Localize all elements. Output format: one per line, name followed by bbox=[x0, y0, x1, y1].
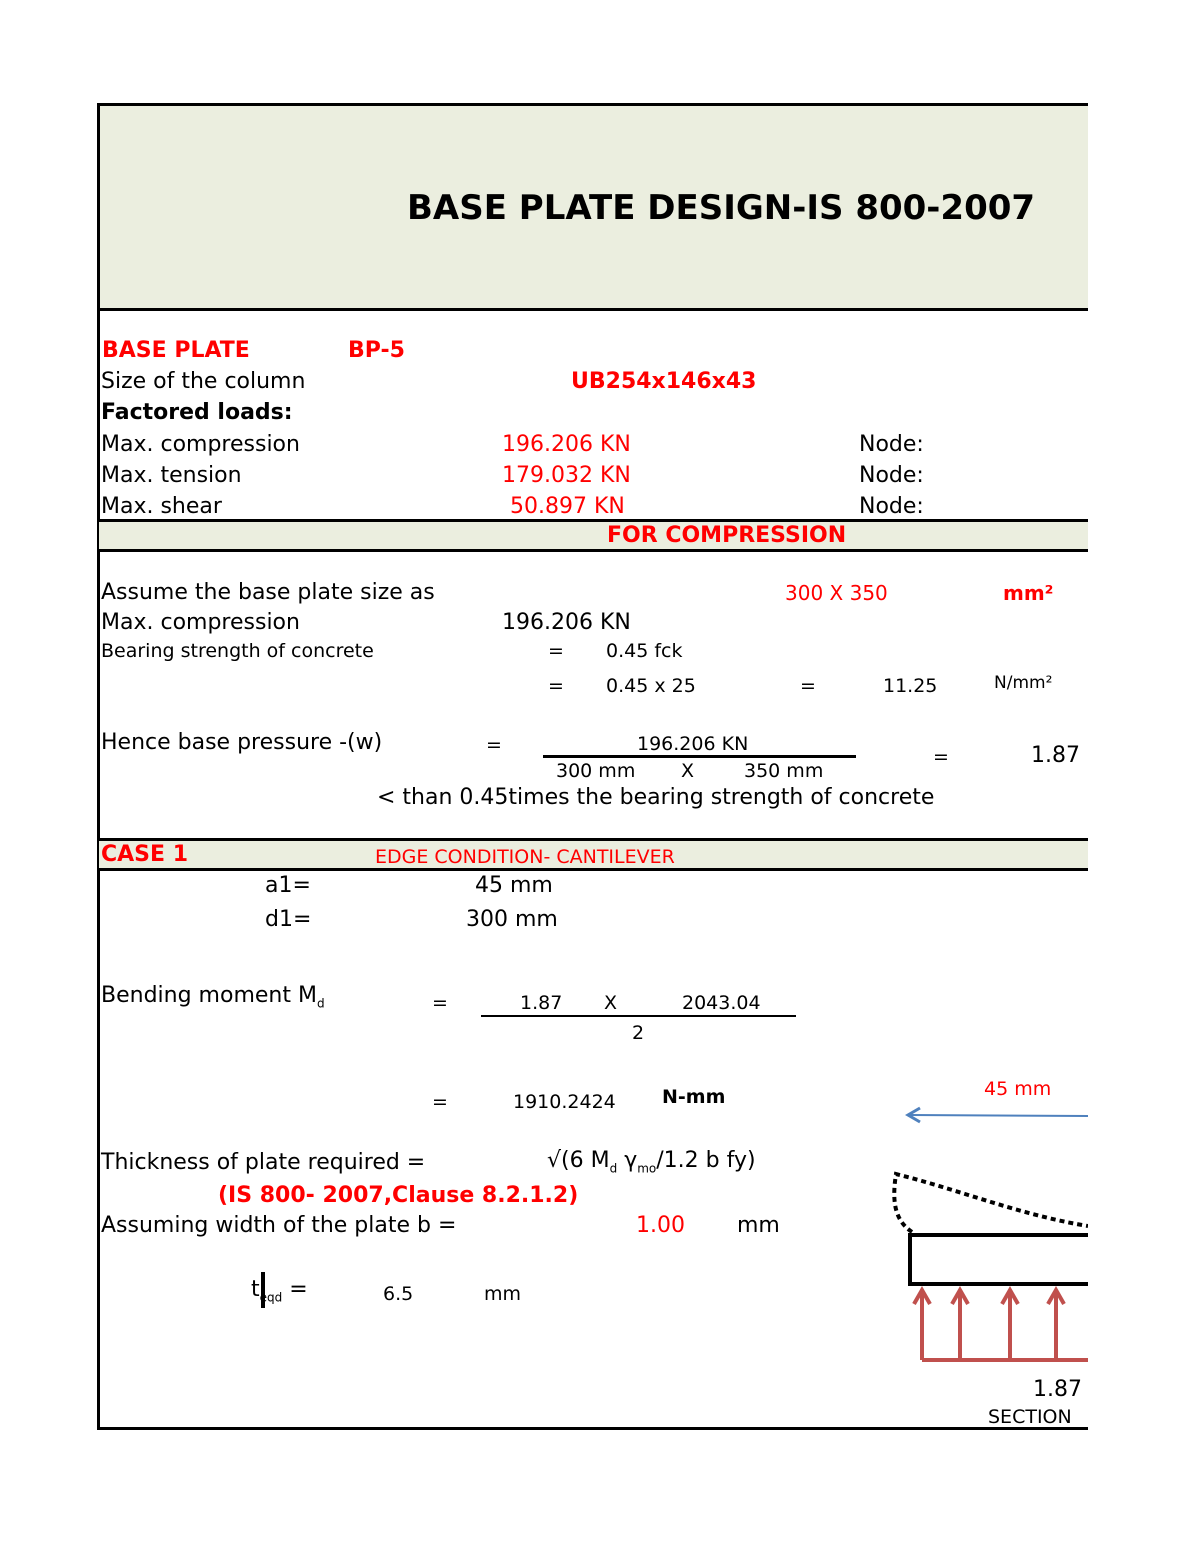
formula-part: √(6 M bbox=[547, 1148, 610, 1173]
assume-label: Assume the base plate size as bbox=[101, 580, 435, 605]
thk-label: Thickness of plate required = bbox=[101, 1150, 426, 1175]
pressure-den-a: 300 mm bbox=[556, 760, 636, 782]
load-value: 196.206 KN bbox=[502, 432, 631, 457]
equals: = bbox=[548, 640, 564, 662]
treq-sub: eqd bbox=[259, 1290, 283, 1305]
d1-value: 300 mm bbox=[466, 907, 558, 932]
divider bbox=[97, 308, 1088, 311]
treq-t: t bbox=[251, 1277, 260, 1302]
title-band bbox=[99, 105, 1088, 309]
a1-label: a1= bbox=[265, 873, 311, 898]
column-value: UB254x146x43 bbox=[571, 369, 757, 394]
divider bbox=[97, 838, 1088, 841]
load-label: Max. tension bbox=[101, 463, 242, 488]
clause-ref: (IS 800- 2007,Clause 8.2.1.2) bbox=[218, 1183, 579, 1208]
deflected-shape bbox=[892, 1171, 1088, 1234]
column-label: Size of the column bbox=[101, 369, 306, 394]
bearing-unit: N/mm² bbox=[994, 673, 1053, 693]
border-top bbox=[97, 103, 1088, 106]
bm-x: X bbox=[604, 992, 618, 1014]
load-value: 50.897 KN bbox=[510, 494, 625, 519]
load-node: Node: bbox=[859, 463, 924, 488]
divider bbox=[97, 868, 1088, 871]
equals: = bbox=[548, 675, 564, 697]
treq-eq: = bbox=[289, 1277, 308, 1302]
pressure-label: Hence base pressure -(w) bbox=[101, 730, 383, 755]
base-plate-id: BP-5 bbox=[348, 338, 405, 363]
page-title: BASE PLATE DESIGN-IS 800-2007 bbox=[407, 188, 1036, 228]
case-band bbox=[99, 841, 1088, 869]
a1-value: 45 mm bbox=[475, 873, 553, 898]
pressure-den-x: X bbox=[681, 760, 695, 782]
dimension-arrow bbox=[905, 1106, 1088, 1124]
pressure-numerator: 196.206 KN bbox=[637, 733, 749, 755]
bm-unit: N-mm bbox=[662, 1086, 726, 1108]
assume-unit: mm² bbox=[1003, 581, 1054, 605]
load-node: Node: bbox=[859, 494, 924, 519]
border-left bbox=[97, 103, 100, 1430]
load-node: Node: bbox=[859, 432, 924, 457]
bm-value: 1910.2424 bbox=[513, 1091, 616, 1113]
section-diagram bbox=[892, 1106, 1088, 1362]
equals: = bbox=[486, 734, 502, 756]
diagram-pressure: 1.87 bbox=[1033, 1377, 1082, 1402]
case-label: CASE 1 bbox=[101, 842, 189, 867]
compression-heading: FOR COMPRESSION bbox=[607, 523, 847, 548]
maxc-value: 196.206 KN bbox=[502, 610, 631, 635]
border-bottom bbox=[97, 1427, 1088, 1430]
bearing-calc: 0.45 x 25 bbox=[606, 675, 696, 697]
bearing-label: Bearing strength of concrete bbox=[101, 640, 374, 662]
dim-label: 45 mm bbox=[984, 1078, 1052, 1100]
formula-sub: d bbox=[609, 1161, 618, 1176]
pressure-note: < than 0.45times the bearing strength of… bbox=[377, 785, 935, 810]
treq-label: teqd = bbox=[251, 1277, 308, 1310]
base-plate-label: BASE PLATE bbox=[102, 338, 250, 363]
formula-part: γ bbox=[617, 1148, 638, 1173]
bm-sub: d bbox=[316, 996, 325, 1011]
pressure-den-b: 350 mm bbox=[744, 760, 824, 782]
treq-value: 6.5 bbox=[383, 1283, 414, 1305]
divider bbox=[97, 519, 1088, 522]
bearing-value: 11.25 bbox=[883, 675, 938, 697]
formula-sub: mo bbox=[637, 1161, 657, 1176]
load-value: 179.032 KN bbox=[502, 463, 631, 488]
case-condition: EDGE CONDITION- CANTILEVER bbox=[375, 846, 675, 868]
factored-loads-heading: Factored loads: bbox=[101, 400, 293, 425]
pressure-arrows bbox=[912, 1285, 1088, 1362]
d1-label: d1= bbox=[265, 907, 312, 932]
equals: = bbox=[800, 675, 816, 697]
equals: = bbox=[432, 992, 448, 1014]
width-label: Assuming width of the plate b = bbox=[101, 1213, 457, 1238]
equals: = bbox=[933, 746, 949, 768]
pressure-value: 1.87 bbox=[1031, 743, 1080, 768]
compression-band bbox=[99, 522, 1088, 549]
formula-part: /1.2 b fy) bbox=[656, 1148, 756, 1173]
plate-section bbox=[908, 1233, 1088, 1286]
bm-den: 2 bbox=[632, 1022, 645, 1044]
bearing-formula: 0.45 fck bbox=[606, 640, 683, 662]
bm-label: Bending moment Md bbox=[101, 983, 325, 1016]
treq-unit: mm bbox=[484, 1283, 522, 1305]
fraction-bar bbox=[481, 1015, 796, 1017]
load-label: Max. shear bbox=[101, 494, 222, 519]
bm-b: 2043.04 bbox=[682, 992, 761, 1014]
maxc-label: Max. compression bbox=[101, 610, 300, 635]
bm-label-text: Bending moment M bbox=[101, 983, 317, 1008]
divider bbox=[97, 549, 1088, 552]
width-unit: mm bbox=[737, 1213, 780, 1238]
width-value: 1.00 bbox=[636, 1213, 685, 1238]
fraction-bar bbox=[543, 755, 856, 758]
equals: = bbox=[432, 1091, 448, 1113]
assume-value: 300 X 350 bbox=[785, 581, 888, 605]
load-label: Max. compression bbox=[101, 432, 300, 457]
thk-formula: √(6 Md γmo/1.2 b fy) bbox=[547, 1148, 756, 1181]
cell-cursor bbox=[261, 1272, 265, 1308]
diagram-caption: SECTION bbox=[988, 1406, 1072, 1428]
bm-a: 1.87 bbox=[520, 992, 563, 1014]
